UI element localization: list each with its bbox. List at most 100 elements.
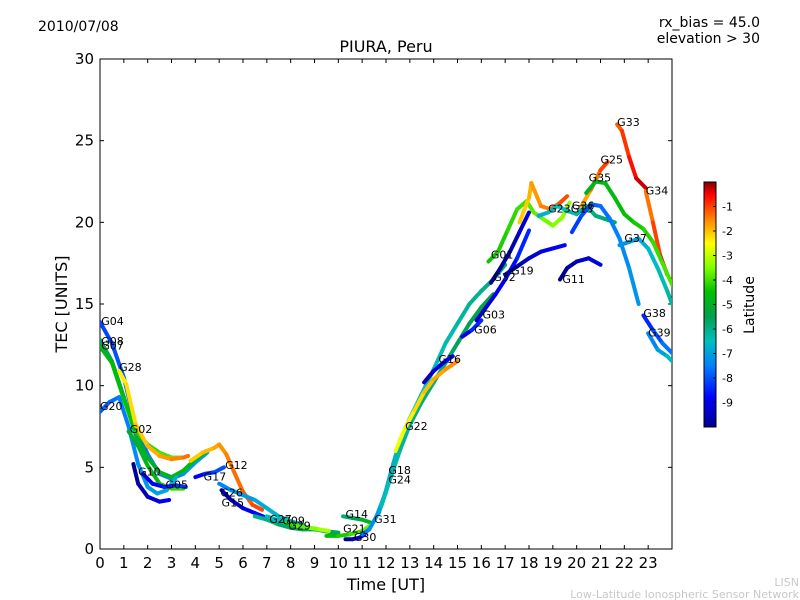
series-g12-segment	[217, 442, 229, 457]
series-g34-segment	[650, 220, 663, 257]
series-g16-segment	[422, 368, 436, 385]
series-g15-segment	[229, 498, 245, 511]
label-g04: G04	[101, 315, 124, 328]
series-g12-segment	[200, 445, 217, 455]
series-g37-segment	[646, 246, 660, 271]
series-g08-segment	[157, 470, 174, 480]
series-g10-segment	[157, 498, 172, 504]
colorbar-ticks: -1 -2 -3 -4 -5 -6 -7 -8 -9	[713, 201, 733, 410]
series-g24-segment	[455, 321, 472, 346]
x-tick-label: 16	[472, 554, 491, 572]
credit-long: Low-Latitude Ionospheric Sensor Network	[570, 588, 799, 600]
satellite-labels: G04G08G07G28G20G02G10G05G17G12G26G15G27G…	[100, 116, 671, 544]
colorbar-tick-label: -4	[722, 274, 733, 287]
x-tick-label: 5	[214, 554, 224, 572]
series-g01-segment	[496, 228, 510, 254]
series-g22-segment	[393, 426, 408, 453]
series-g26-segment	[217, 481, 234, 493]
x-tick-label: 0	[95, 554, 105, 572]
series-g39-segment	[646, 331, 660, 352]
x-tick-label: 2	[143, 554, 153, 572]
label-g17: G17	[204, 470, 227, 483]
series-g01-segment	[515, 199, 529, 212]
series-g18-segment	[443, 321, 460, 346]
series-g23-segment	[557, 194, 570, 205]
series-g18-segment	[467, 288, 484, 306]
y-axis-label: TEC [UNITS]	[52, 256, 71, 354]
label-g35: G35	[589, 172, 612, 185]
credit-short: LISN	[774, 576, 799, 589]
series-g24-segment	[388, 447, 403, 480]
series-layer	[100, 122, 672, 542]
series-g36-segment	[627, 266, 641, 306]
label-g07: G07	[101, 340, 124, 353]
series-g23-segment	[529, 181, 543, 208]
series-g32-segment	[488, 266, 503, 285]
series-g22-segment	[431, 367, 448, 382]
label-g13: G13	[571, 203, 594, 216]
label-g19: G19	[511, 265, 534, 278]
series-g26-segment	[276, 514, 293, 524]
colorbar-tick-label: -1	[722, 201, 733, 214]
series-g03-segment	[515, 228, 531, 261]
series-g08-segment	[133, 432, 150, 460]
x-tick-label: 9	[310, 554, 320, 572]
y-tick-label: 0	[84, 540, 94, 558]
series-g28-segment	[124, 382, 138, 427]
label-g12: G12	[225, 459, 248, 472]
rx-bias-label: rx_bias = 45.0	[659, 15, 760, 31]
series-g09-segment	[264, 514, 284, 524]
x-tick-label: 10	[329, 554, 348, 572]
series-g10-segment	[136, 481, 150, 499]
label-g16: G16	[438, 353, 461, 366]
x-tick-label: 12	[376, 554, 395, 572]
series-g11-segment	[557, 266, 570, 282]
date-label: 2010/07/08	[38, 19, 119, 35]
series-g05-segment	[140, 471, 155, 486]
series-g35-segment	[622, 212, 636, 225]
series-g32-segment	[507, 230, 522, 254]
series-g26-segment	[241, 493, 257, 502]
label-g31: G31	[374, 513, 397, 526]
series-g15-segment	[241, 506, 257, 516]
x-axis: 0 1 2 3 4 5 6 7 8 9 10 11 12 13 14 15 16 17 18 19 20 21 22 23	[95, 59, 658, 572]
series-g03-segment	[493, 277, 508, 297]
colorbar-tick-label: -7	[722, 348, 733, 361]
series-g35-segment	[650, 239, 665, 266]
series-g06-segment	[469, 318, 484, 333]
x-tick-label: 21	[591, 554, 610, 572]
series-g28-segment	[157, 453, 174, 462]
series-g24-segment	[479, 292, 496, 310]
label-g37: G37	[624, 232, 647, 245]
series-g04-segment	[100, 319, 114, 346]
x-tick-label: 6	[238, 554, 248, 572]
label-g23: G23	[548, 203, 571, 216]
series-g12-segment	[224, 452, 236, 473]
series-g35-segment	[612, 195, 627, 217]
series-g28-segment	[169, 455, 186, 462]
series-g20-segment	[117, 395, 131, 429]
series-g19-segment	[515, 256, 531, 269]
colorbar-tick-label: -3	[722, 250, 733, 263]
label-g38: G38	[643, 307, 666, 320]
y-tick-label: 25	[75, 132, 94, 150]
x-tick-label: 18	[519, 554, 538, 572]
x-tick-label: 17	[496, 554, 515, 572]
x-tick-label: 20	[567, 554, 586, 572]
series-g36-segment	[579, 202, 593, 218]
series-g27-segment	[252, 514, 269, 522]
series-g11-segment	[586, 256, 603, 267]
series-g11-segment	[574, 256, 591, 264]
series-g05-segment	[150, 481, 167, 489]
series-g05-segment	[162, 483, 179, 489]
label-g26: G26	[220, 487, 243, 500]
series-g26-segment	[229, 488, 245, 498]
series-g19-segment	[527, 249, 543, 261]
colorbar-tick-label: -5	[722, 299, 733, 312]
series-g22-segment	[422, 377, 436, 395]
label-g03: G03	[483, 309, 506, 322]
series-g12-segment	[231, 468, 245, 494]
series-g21-segment	[336, 532, 353, 538]
series-g07-segment	[109, 360, 126, 401]
label-g25: G25	[601, 154, 624, 167]
